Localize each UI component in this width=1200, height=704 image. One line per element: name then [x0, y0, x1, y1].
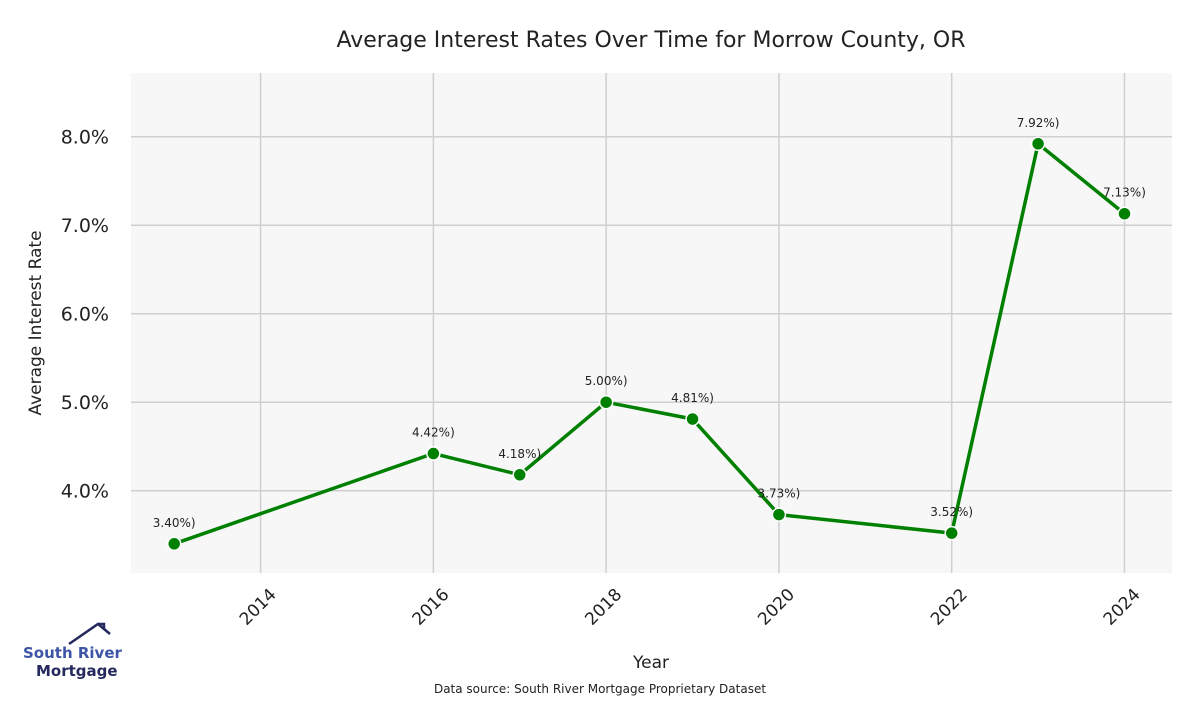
x-tick-label: 2016	[409, 585, 454, 630]
data-point	[512, 467, 528, 483]
data-point	[1117, 206, 1132, 221]
data-label: 5.00%)	[585, 374, 628, 388]
data-source-note: Data source: South River Mortgage Propri…	[434, 682, 766, 696]
y-axis-label: Average Interest Rate	[26, 230, 46, 415]
y-tick-label: 5.0%	[61, 392, 109, 414]
data-point	[598, 394, 614, 410]
y-tick-label: 7.0%	[61, 215, 109, 237]
data-label: 4.18%)	[498, 447, 541, 461]
data-point	[944, 525, 959, 541]
x-tick-label: 2024	[1100, 585, 1145, 630]
data-label: 7.13%)	[1103, 186, 1146, 200]
logo-line2: Mortgage	[36, 662, 118, 680]
data-point	[685, 411, 700, 427]
chart-title: Average Interest Rates Over Time for Mor…	[336, 28, 965, 53]
data-point	[426, 446, 441, 461]
data-label: 7.92%)	[1017, 116, 1060, 130]
data-label: 4.81%)	[671, 391, 714, 405]
plot-area	[131, 73, 1172, 573]
y-tick-label: 8.0%	[61, 127, 109, 149]
data-label: 3.40%)	[153, 516, 196, 530]
logo: South River Mortgage	[23, 622, 123, 680]
data-point	[771, 507, 787, 522]
x-tick-label: 2020	[754, 585, 799, 630]
logo-line1: South River	[23, 644, 123, 662]
data-point	[166, 536, 182, 552]
house-roof-icon	[68, 622, 111, 646]
x-tick-label: 2018	[581, 585, 626, 630]
x-tick-label: 2014	[236, 585, 281, 630]
data-point	[1030, 136, 1046, 152]
data-label: 3.52%)	[930, 505, 973, 519]
y-tick-label: 6.0%	[61, 304, 109, 326]
data-label: 3.73%)	[758, 487, 801, 501]
data-label: 4.42%)	[412, 426, 455, 440]
x-axis-label: Year	[632, 653, 669, 673]
x-tick-label: 2022	[927, 585, 972, 630]
y-tick-label: 4.0%	[61, 481, 109, 503]
